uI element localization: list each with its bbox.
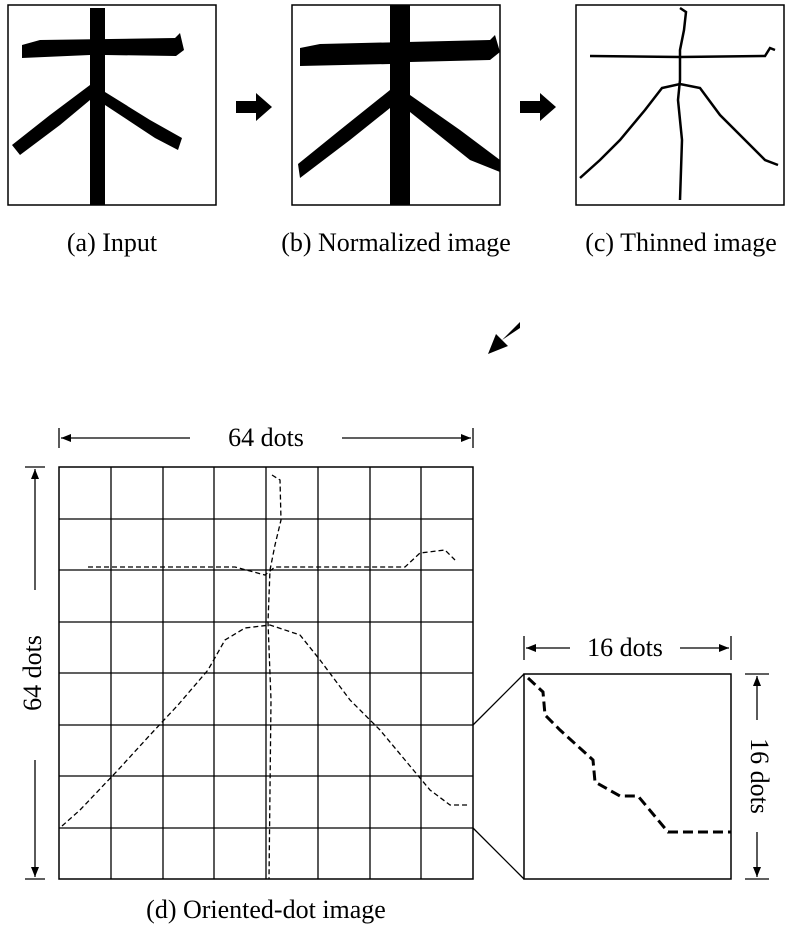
arrow: [236, 93, 272, 121]
caption: (c) Thinned image: [585, 228, 777, 257]
dimension-label: 64 dots: [18, 635, 47, 711]
thinned-panel: [575, 4, 785, 206]
input-panel: [7, 4, 217, 206]
dimension-label: 16 dots: [745, 738, 774, 814]
dimension-lines: [25, 428, 769, 880]
caption: (d) Oriented-dot image: [146, 895, 386, 924]
normalized-panel: [291, 4, 501, 206]
caption: (b) Normalized image: [281, 228, 511, 257]
caption: (a) Input: [67, 228, 158, 257]
zoom-panel: [472, 673, 732, 880]
arrow: [520, 93, 556, 121]
oriented-dot-grid: [58, 466, 474, 880]
dimension-label: 16 dots: [587, 633, 663, 662]
arrow: [488, 322, 520, 354]
dimension-label: 64 dots: [228, 423, 304, 452]
